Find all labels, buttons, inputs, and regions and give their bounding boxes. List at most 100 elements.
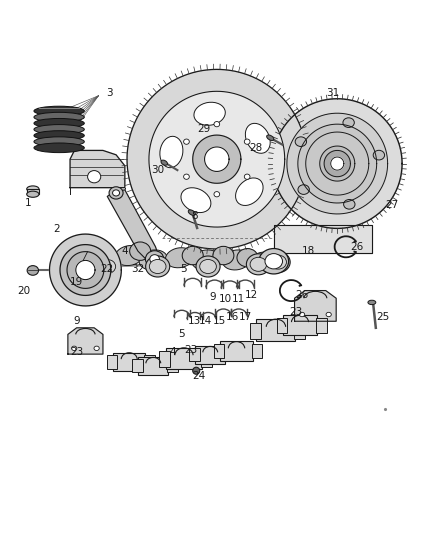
FancyBboxPatch shape — [251, 322, 261, 339]
Ellipse shape — [34, 143, 84, 152]
FancyBboxPatch shape — [214, 344, 224, 359]
Polygon shape — [287, 113, 388, 214]
Polygon shape — [298, 124, 377, 203]
Text: 11: 11 — [232, 294, 245, 304]
Text: 18: 18 — [302, 246, 315, 256]
Ellipse shape — [237, 248, 258, 267]
Text: 14: 14 — [199, 316, 212, 326]
Text: 30: 30 — [151, 165, 164, 175]
Text: 22: 22 — [101, 264, 114, 273]
Ellipse shape — [267, 135, 274, 141]
Text: 23: 23 — [70, 347, 83, 357]
Ellipse shape — [161, 160, 167, 165]
Text: 20: 20 — [18, 286, 31, 296]
Ellipse shape — [109, 187, 123, 199]
Ellipse shape — [71, 346, 77, 351]
Ellipse shape — [181, 188, 211, 213]
Ellipse shape — [214, 122, 219, 127]
Text: 4: 4 — [121, 246, 128, 256]
Ellipse shape — [368, 300, 376, 304]
Ellipse shape — [113, 190, 120, 196]
Polygon shape — [294, 290, 336, 321]
Ellipse shape — [94, 346, 99, 351]
Polygon shape — [70, 150, 125, 188]
Ellipse shape — [236, 178, 263, 205]
Ellipse shape — [250, 257, 267, 271]
Ellipse shape — [34, 131, 84, 140]
Polygon shape — [274, 225, 372, 253]
Ellipse shape — [223, 250, 251, 270]
Ellipse shape — [373, 150, 385, 160]
Text: 23: 23 — [289, 308, 302, 318]
Polygon shape — [67, 252, 104, 288]
Polygon shape — [60, 245, 111, 295]
Ellipse shape — [244, 139, 250, 144]
Polygon shape — [68, 328, 103, 354]
FancyBboxPatch shape — [113, 352, 145, 372]
Ellipse shape — [95, 256, 119, 277]
Text: 1: 1 — [25, 198, 32, 208]
Text: 32: 32 — [131, 264, 145, 273]
Ellipse shape — [27, 191, 39, 197]
Ellipse shape — [246, 254, 270, 275]
Ellipse shape — [130, 242, 151, 260]
Text: 26: 26 — [350, 242, 364, 252]
Ellipse shape — [244, 174, 250, 179]
Text: 9: 9 — [73, 316, 80, 326]
Text: 28: 28 — [250, 143, 263, 154]
Text: 10: 10 — [219, 294, 232, 304]
Ellipse shape — [160, 136, 183, 168]
Text: 23: 23 — [184, 345, 197, 355]
Ellipse shape — [34, 106, 84, 116]
Ellipse shape — [300, 312, 305, 317]
Polygon shape — [205, 147, 229, 172]
Text: 24: 24 — [193, 371, 206, 381]
FancyBboxPatch shape — [252, 344, 262, 359]
Text: 16: 16 — [226, 312, 239, 322]
Text: 15: 15 — [212, 316, 226, 326]
Polygon shape — [107, 190, 160, 264]
Ellipse shape — [88, 171, 101, 183]
Text: 12: 12 — [245, 290, 258, 300]
Polygon shape — [331, 157, 344, 170]
Text: 31: 31 — [326, 88, 339, 99]
Ellipse shape — [34, 118, 84, 128]
FancyBboxPatch shape — [27, 189, 39, 194]
Text: 13: 13 — [188, 316, 201, 326]
Ellipse shape — [259, 248, 289, 274]
Polygon shape — [127, 69, 307, 249]
FancyBboxPatch shape — [316, 318, 326, 333]
Ellipse shape — [139, 250, 167, 270]
Ellipse shape — [34, 112, 84, 122]
FancyBboxPatch shape — [257, 319, 295, 342]
FancyBboxPatch shape — [294, 322, 305, 339]
Polygon shape — [76, 260, 95, 280]
Text: 2: 2 — [53, 224, 60, 235]
Polygon shape — [306, 132, 369, 195]
Ellipse shape — [344, 199, 355, 209]
FancyBboxPatch shape — [138, 357, 168, 375]
Ellipse shape — [166, 248, 194, 268]
Text: 26: 26 — [296, 290, 309, 300]
Text: 4: 4 — [170, 347, 177, 357]
Ellipse shape — [270, 255, 286, 269]
Ellipse shape — [34, 125, 84, 134]
Ellipse shape — [145, 256, 170, 277]
Ellipse shape — [266, 252, 290, 273]
FancyBboxPatch shape — [132, 359, 143, 372]
Polygon shape — [320, 146, 355, 181]
FancyBboxPatch shape — [224, 349, 234, 361]
FancyBboxPatch shape — [189, 349, 200, 361]
FancyBboxPatch shape — [283, 315, 317, 335]
Text: 25: 25 — [377, 312, 390, 322]
Ellipse shape — [188, 210, 195, 215]
Ellipse shape — [184, 139, 189, 144]
Ellipse shape — [27, 186, 39, 192]
Ellipse shape — [194, 102, 225, 125]
Ellipse shape — [295, 137, 307, 147]
Ellipse shape — [149, 260, 166, 273]
Text: 29: 29 — [197, 124, 210, 134]
FancyBboxPatch shape — [159, 351, 170, 367]
FancyBboxPatch shape — [220, 342, 253, 361]
Ellipse shape — [326, 312, 331, 317]
